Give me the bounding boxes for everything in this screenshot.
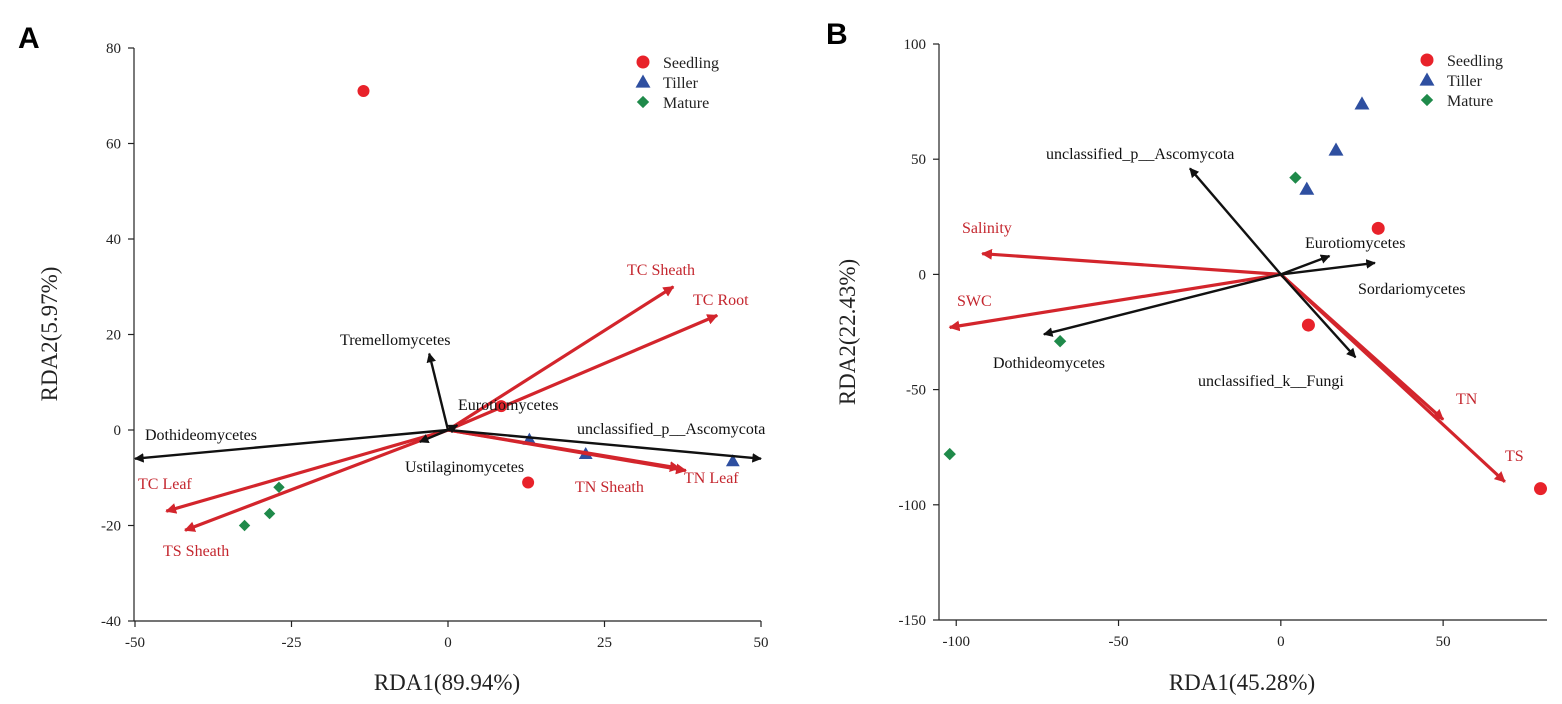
env-vector-ts-sheath [184, 428, 449, 532]
env-vector-ts [1279, 273, 1506, 483]
env-vector-salinity [981, 248, 1281, 276]
y-tick-label: 50 [911, 152, 926, 168]
point-mature-8 [263, 507, 276, 520]
taxa-vector-unclassified-p-ascomycota [447, 428, 762, 463]
point-tiller-4 [1354, 96, 1370, 110]
taxa-vector-label-unclassified-p-ascomycota: unclassified_p__Ascomycota [577, 421, 765, 438]
point-seedling-3 [522, 476, 535, 489]
env-vector-label-tc-leaf: TC Leaf [138, 476, 192, 493]
env-vector-label-tc-root: TC Root [693, 292, 749, 309]
taxa-vector-label-tremellomycetes: Tremellomycetes [340, 332, 451, 349]
panel-a: A -50 -25 0 25 50 -40 -20 0 20 40 60 80 RDA1(89.94%) R… [18, 22, 769, 695]
legend-label-mature: Mature [1447, 93, 1493, 110]
point-mature-9 [943, 447, 956, 461]
y-tick-label: 0 [114, 423, 122, 439]
taxa-vector-label-unclassified-p-ascomycota: unclassified_p__Ascomycota [1046, 146, 1234, 163]
point-tiller-6 [725, 454, 740, 467]
y-tick-label: -150 [899, 613, 927, 629]
x-tick-label: 0 [1277, 634, 1285, 650]
legend-label-tiller: Tiller [663, 75, 699, 92]
point-mature-9 [238, 519, 251, 532]
env-vector-swc [948, 272, 1282, 332]
env-vector-tc-root [447, 313, 719, 432]
taxa-vector-dothideomycetes [1042, 273, 1282, 337]
taxa-vector-label-ustilaginomycetes: Ustilaginomycetes [405, 459, 524, 476]
point-seedling-1 [1371, 221, 1385, 235]
point-seedling-3 [1534, 482, 1548, 496]
legend-marker-tiller [635, 74, 651, 88]
x-tick-label: 0 [444, 635, 452, 651]
taxa-vector-unclassified-k-fungi [1279, 273, 1357, 359]
taxa-vector-ustilaginomycetes [418, 428, 449, 444]
env-vector-label-swc: SWC [957, 293, 992, 310]
y-axis-title: RDA2(22.43%) [835, 259, 860, 405]
taxa-vector-label-dothideomycetes: Dothideomycetes [145, 427, 257, 444]
legend-label-tiller: Tiller [1447, 73, 1483, 90]
y-tick-label: 0 [919, 267, 927, 283]
taxa-vector-tremellomycetes [426, 352, 450, 431]
env-vector-label-ts-sheath: TS Sheath [163, 543, 229, 560]
x-tick-label: -50 [1109, 634, 1129, 650]
legend-marker-mature [636, 95, 650, 109]
env-vector-tc-leaf [165, 428, 449, 514]
legend-marker-seedling [636, 55, 650, 69]
point-mature-7 [273, 481, 285, 493]
y-tick-label: 80 [106, 41, 121, 57]
x-tick-label: -50 [125, 635, 145, 651]
legend: Seedling Tiller Mature [1419, 53, 1503, 110]
taxa-vector-label-eurotiomycetes: Eurotiomycetes [1305, 235, 1405, 252]
legend-marker-mature [1420, 93, 1434, 107]
taxa-vector-eurotiomycetes [1280, 254, 1331, 276]
y-tick-label: -100 [899, 498, 927, 514]
y-tick-label: 100 [904, 37, 927, 53]
x-tick-label: 50 [754, 635, 769, 651]
taxa-vector-label-sordariomycetes: Sordariomycetes [1358, 281, 1466, 298]
taxa-vector-sordariomycetes [1280, 259, 1376, 276]
y-tick-label: -20 [101, 519, 121, 535]
env-vector-label-tc-sheath: TC Sheath [627, 262, 695, 279]
y-tick-label: -40 [101, 614, 121, 630]
env-vector-tc-sheath [447, 285, 675, 432]
y-axis-title: RDA2(5.97%) [37, 267, 62, 402]
point-mature-7 [1289, 171, 1302, 184]
env-vector-label-tn-sheath: TN Sheath [575, 479, 644, 496]
x-tick-label: 25 [597, 635, 612, 651]
panel-label: A [18, 22, 40, 55]
point-seedling-1 [357, 84, 370, 97]
point-mature-8 [1053, 335, 1067, 348]
legend-label-mature: Mature [663, 95, 709, 112]
legend-label-seedling: Seedling [1447, 53, 1503, 70]
x-axis-title: RDA1(89.94%) [374, 670, 520, 695]
panel-b: B -100 -50 0 50 -150 -100 -50 0 50 100 RDA1(45.28%)… [826, 18, 1548, 695]
taxa-vector-dothideomycetes [134, 428, 449, 463]
taxa-vector-label-unclassified-k-fungi: unclassified_k__Fungi [1198, 373, 1344, 390]
env-vector-label-tn-leaf: TN Leaf [684, 470, 739, 487]
panel-label: B [826, 18, 848, 51]
x-tick-label: -25 [282, 635, 302, 651]
env-vector-label-ts: TS [1505, 448, 1524, 465]
env-vector-label-salinity: Salinity [962, 220, 1012, 237]
x-tick-label: 50 [1436, 634, 1451, 650]
point-seedling-2 [1301, 318, 1315, 332]
point-tiller-5 [1328, 142, 1344, 156]
y-tick-label: -50 [906, 383, 926, 399]
x-tick-label: -100 [942, 634, 970, 650]
taxa-vector-label-dothideomycetes: Dothideomycetes [993, 355, 1105, 372]
y-tick-label: 60 [106, 137, 121, 153]
legend-label-seedling: Seedling [663, 55, 719, 72]
legend-marker-tiller [1419, 72, 1435, 86]
taxa-vector-label-eurotiomycetes: Eurotiomycetes [458, 397, 558, 414]
taxa-vector-unclassified-p-ascomycota [1189, 167, 1282, 276]
env-vector-label-tn: TN [1456, 391, 1478, 408]
x-axis-title: RDA1(45.28%) [1169, 670, 1315, 695]
legend-marker-seedling [1420, 53, 1434, 67]
point-tiller-6 [1299, 181, 1315, 195]
legend: Seedling Tiller Mature [635, 55, 719, 112]
y-tick-label: 40 [106, 232, 121, 248]
env-vector-tn-leaf [447, 428, 687, 475]
y-tick-label: 20 [106, 328, 121, 344]
